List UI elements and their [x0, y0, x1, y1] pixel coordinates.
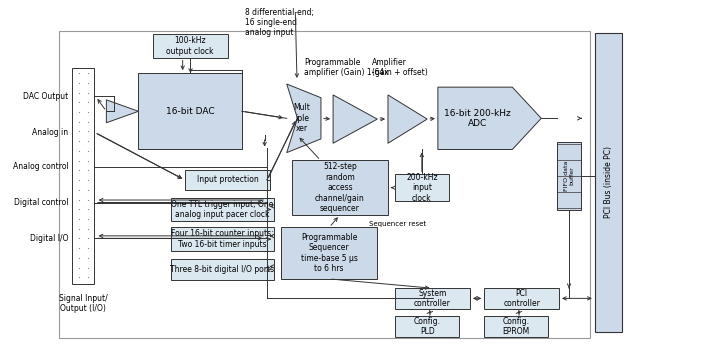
FancyBboxPatch shape: [484, 288, 559, 308]
Text: Amplifier
(gain + offset): Amplifier (gain + offset): [372, 57, 427, 77]
FancyBboxPatch shape: [170, 198, 274, 221]
FancyBboxPatch shape: [170, 259, 274, 281]
FancyBboxPatch shape: [484, 316, 548, 337]
Text: Config.
EPROM: Config. EPROM: [502, 317, 530, 336]
FancyBboxPatch shape: [292, 161, 388, 215]
Text: DAC Output: DAC Output: [23, 92, 68, 101]
FancyBboxPatch shape: [281, 227, 377, 279]
Text: FIFO data
buffer: FIFO data buffer: [563, 161, 574, 191]
FancyBboxPatch shape: [395, 175, 448, 201]
Polygon shape: [388, 95, 427, 143]
Polygon shape: [333, 95, 377, 143]
Polygon shape: [287, 84, 321, 153]
Polygon shape: [106, 100, 138, 123]
Text: Digital I/O: Digital I/O: [30, 234, 68, 243]
Text: Four 16-bit counter inputs;
Two 16-bit timer inputs: Four 16-bit counter inputs; Two 16-bit t…: [171, 230, 274, 249]
Text: Three 8-bit digital I/O ports: Three 8-bit digital I/O ports: [170, 265, 274, 274]
Text: 512-step
random
access
channel/gain
sequencer: 512-step random access channel/gain sequ…: [315, 162, 365, 213]
Text: 100-kHz
output clock: 100-kHz output clock: [167, 36, 214, 56]
Text: Analog in: Analog in: [33, 128, 68, 137]
FancyBboxPatch shape: [72, 68, 94, 284]
Text: Analog control: Analog control: [13, 162, 68, 171]
Text: PCI Bus (inside PC): PCI Bus (inside PC): [604, 146, 613, 218]
Text: Sequencer reset: Sequencer reset: [368, 221, 426, 227]
Text: 8 differential-end;
16 single-end
analog input: 8 differential-end; 16 single-end analog…: [245, 8, 314, 37]
FancyBboxPatch shape: [395, 288, 470, 308]
Text: Programmable
Sequencer
time-base 5 μs
to 6 hrs: Programmable Sequencer time-base 5 μs to…: [301, 233, 357, 273]
FancyBboxPatch shape: [138, 73, 242, 150]
FancyBboxPatch shape: [595, 33, 622, 332]
FancyBboxPatch shape: [557, 142, 581, 210]
Text: System
controller: System controller: [414, 289, 451, 308]
FancyBboxPatch shape: [153, 34, 228, 57]
Polygon shape: [438, 87, 541, 150]
Text: Config.
PLD: Config. PLD: [414, 317, 440, 336]
Text: Programmable
amplifier (Gain) 1-64x: Programmable amplifier (Gain) 1-64x: [304, 57, 389, 77]
Text: Input protection: Input protection: [197, 175, 258, 184]
Text: Digital control: Digital control: [14, 198, 68, 207]
FancyBboxPatch shape: [170, 227, 274, 251]
Text: One TTL trigger input; One
analog input pacer clock: One TTL trigger input; One analog input …: [171, 200, 274, 219]
FancyBboxPatch shape: [395, 316, 459, 337]
Text: Signal Input/
Output (I/O): Signal Input/ Output (I/O): [59, 294, 108, 313]
Text: PCI
controller: PCI controller: [503, 289, 540, 308]
FancyBboxPatch shape: [185, 170, 270, 190]
Text: 200-kHz
input
clock: 200-kHz input clock: [406, 173, 438, 203]
Text: 16-bit 200-kHz
ADC: 16-bit 200-kHz ADC: [444, 109, 510, 128]
Text: 16-bit DAC: 16-bit DAC: [166, 107, 215, 116]
Text: Mult
iple
xer: Mult iple xer: [293, 103, 311, 133]
